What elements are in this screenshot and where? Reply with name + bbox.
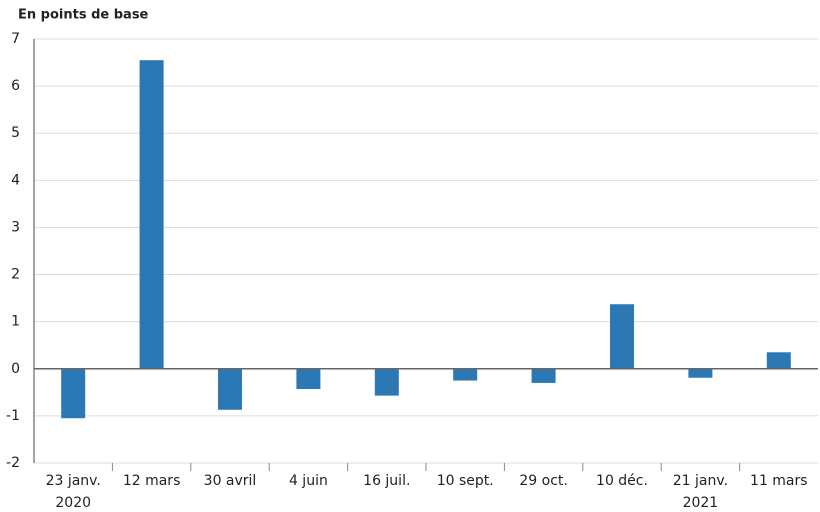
bar bbox=[610, 304, 634, 369]
y-tick-label: 1 bbox=[11, 314, 20, 330]
y-tick-label: 4 bbox=[11, 172, 20, 188]
x-tick-label: 12 mars bbox=[123, 473, 181, 489]
x-tick-label: 10 déc. bbox=[596, 473, 648, 489]
bar bbox=[688, 368, 713, 378]
x-tick-label: 10 sept. bbox=[437, 473, 494, 489]
x-tick-label: 16 juil. bbox=[363, 473, 410, 489]
bar bbox=[453, 368, 478, 381]
y-tick-label: -2 bbox=[6, 455, 20, 471]
x-tick-label: 21 janv. 2021 bbox=[673, 473, 728, 511]
bar bbox=[296, 368, 321, 390]
y-tick-label: 2 bbox=[11, 267, 20, 283]
y-tick-label: 5 bbox=[11, 125, 20, 141]
y-tick-label: 0 bbox=[11, 361, 20, 377]
bar bbox=[218, 368, 242, 410]
x-tick-label: 11 mars bbox=[750, 473, 808, 489]
y-tick-label: 6 bbox=[11, 78, 20, 94]
x-tick-label: 30 avril bbox=[204, 473, 257, 489]
bar bbox=[374, 368, 399, 396]
x-tick-label: 4 juin bbox=[289, 473, 328, 489]
y-tick-label: 7 bbox=[11, 31, 20, 47]
bar bbox=[531, 368, 556, 383]
bar bbox=[766, 352, 791, 369]
x-tick-label: 29 oct. bbox=[519, 473, 567, 489]
x-tick-label: 23 janv. 2020 bbox=[46, 473, 101, 511]
chart-title: En points de base bbox=[18, 8, 149, 23]
y-tick-label: 3 bbox=[11, 219, 20, 235]
bar bbox=[139, 60, 164, 369]
bar bbox=[61, 368, 86, 419]
y-tick-label: -1 bbox=[6, 408, 20, 424]
